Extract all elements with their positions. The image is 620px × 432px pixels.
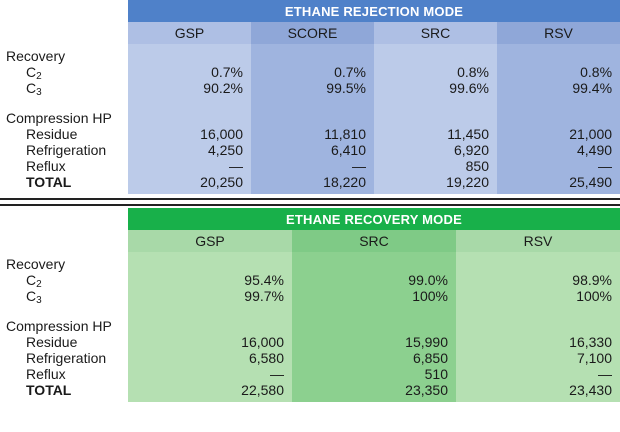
cell-value: — [497, 158, 620, 174]
cell-value: 19,220 [374, 174, 497, 190]
table-row: Residue 16,000 11,810 11,450 21,000 [0, 126, 620, 142]
cell-value: 18,220 [251, 174, 374, 190]
table-row: Refrigeration 4,250 6,410 6,920 4,490 [0, 142, 620, 158]
row-label: Reflux [26, 158, 66, 174]
cell-value: 95.4% [128, 272, 292, 288]
cell-value: 21,000 [497, 126, 620, 142]
section-label: Recovery [6, 256, 66, 272]
row-label: C3 [26, 80, 42, 98]
table-row: C3 90.2% 99.5% 99.6% 99.4% [0, 80, 620, 98]
row-label: C2 [26, 272, 42, 290]
row-label: Residue [26, 126, 78, 142]
section-label: Compression HP [6, 318, 112, 334]
cell-value: 0.8% [497, 64, 620, 80]
cell-value: 6,850 [292, 350, 456, 366]
column-header: SRC [374, 22, 497, 44]
cell-value: 15,990 [292, 334, 456, 350]
section-label: Compression HP [6, 110, 112, 126]
cell-value: 11,450 [374, 126, 497, 142]
ethane-rejection-table: ETHANE REJECTION MODE GSP SCORE SRC RSV … [0, 0, 620, 194]
cell-value: 99.6% [374, 80, 497, 96]
cell-value: 23,350 [292, 382, 456, 398]
cell-value: 99.4% [497, 80, 620, 96]
cell-value: 0.7% [128, 64, 251, 80]
table-row: Compression HP [0, 318, 620, 334]
row-label: C2 [26, 64, 42, 82]
cell-value: 4,250 [128, 142, 251, 158]
cell-value: 0.7% [251, 64, 374, 80]
row-label: Refrigeration [26, 142, 107, 158]
table-row: Refrigeration 6,580 6,850 7,100 [0, 350, 620, 366]
table-row: TOTAL 20,250 18,220 19,220 25,490 [0, 174, 620, 190]
cell-value: 6,580 [128, 350, 292, 366]
cell-value: 23,430 [456, 382, 620, 398]
table-divider [0, 198, 620, 206]
cell-value: 11,810 [251, 126, 374, 142]
row-label: Residue [26, 334, 78, 350]
ethane-recovery-table: ETHANE RECOVERY MODE GSP SRC RSV Recover… [0, 208, 620, 402]
row-label: C3 [26, 288, 42, 306]
column-header: SRC [292, 230, 456, 252]
table-row: Residue 16,000 15,990 16,330 [0, 334, 620, 350]
table-row: TOTAL 22,580 23,350 23,430 [0, 382, 620, 398]
row-label: Refrigeration [26, 350, 107, 366]
cell-value: 16,000 [128, 334, 292, 350]
table-row: C2 0.7% 0.7% 0.8% 0.8% [0, 64, 620, 82]
cell-value: 0.8% [374, 64, 497, 80]
cell-value: 510 [292, 366, 456, 382]
cell-value: 98.9% [456, 272, 620, 288]
cell-value: 4,490 [497, 142, 620, 158]
cell-value: 99.7% [128, 288, 292, 304]
cell-value: 25,490 [497, 174, 620, 190]
cell-value: 16,000 [128, 126, 251, 142]
cell-value: 99.5% [251, 80, 374, 96]
cell-value: 7,100 [456, 350, 620, 366]
row-label: Reflux [26, 366, 66, 382]
cell-value: 100% [456, 288, 620, 304]
table-title: ETHANE RECOVERY MODE [128, 208, 620, 230]
table-row: Recovery [0, 48, 620, 64]
column-header: GSP [128, 230, 292, 252]
column-header: RSV [456, 230, 620, 252]
column-header: RSV [497, 22, 620, 44]
table-row: Recovery [0, 256, 620, 272]
column-header: GSP [128, 22, 251, 44]
row-label: TOTAL [26, 174, 72, 190]
cell-value: 16,330 [456, 334, 620, 350]
cell-value: 850 [374, 158, 497, 174]
table-row: C2 95.4% 99.0% 98.9% [0, 272, 620, 290]
table-row: Reflux — — 850 — [0, 158, 620, 174]
row-label: TOTAL [26, 382, 72, 398]
table-row: Compression HP [0, 110, 620, 126]
table-row: Reflux — 510 — [0, 366, 620, 382]
cell-value: — [456, 366, 620, 382]
cell-value: 22,580 [128, 382, 292, 398]
table-row: C3 99.7% 100% 100% [0, 288, 620, 306]
section-label: Recovery [6, 48, 66, 64]
cell-value: 6,410 [251, 142, 374, 158]
cell-value: 20,250 [128, 174, 251, 190]
cell-value: — [128, 366, 292, 382]
cell-value: — [128, 158, 251, 174]
cell-value: 6,920 [374, 142, 497, 158]
cell-value: 99.0% [292, 272, 456, 288]
column-header: SCORE [251, 22, 374, 44]
table-title: ETHANE REJECTION MODE [128, 0, 620, 22]
cell-value: 90.2% [128, 80, 251, 96]
cell-value: — [251, 158, 374, 174]
cell-value: 100% [292, 288, 456, 304]
